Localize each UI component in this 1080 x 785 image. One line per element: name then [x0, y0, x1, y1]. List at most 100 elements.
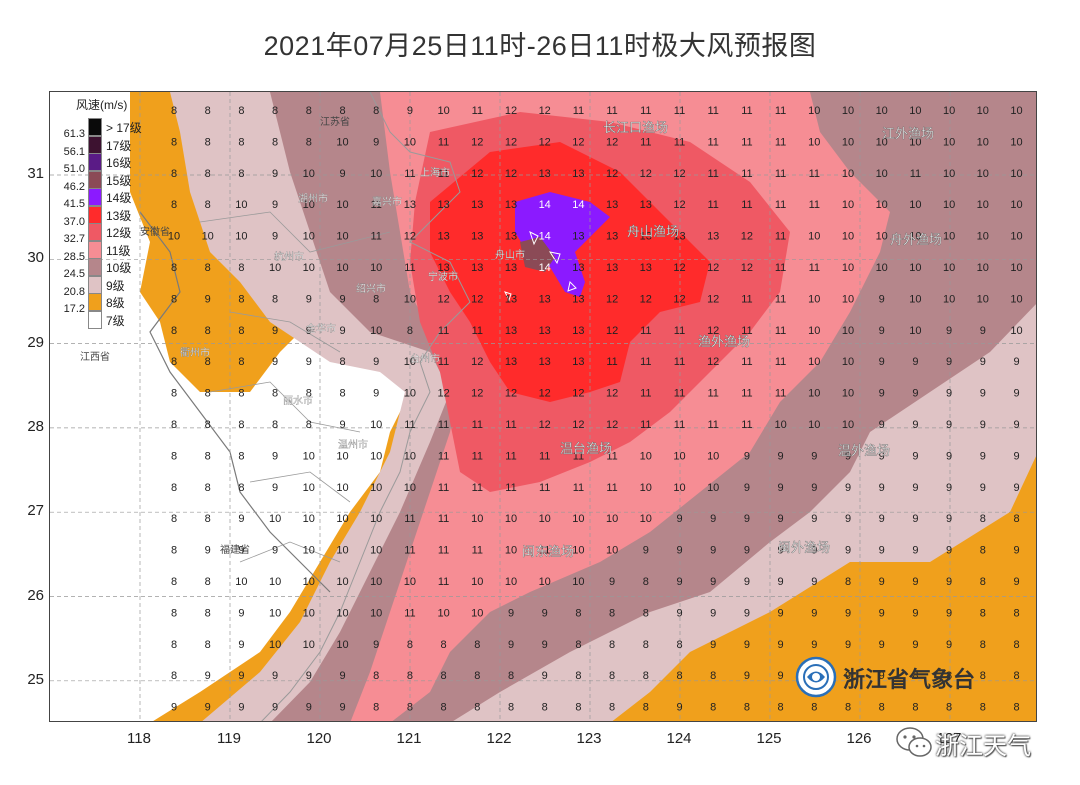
wind-value: 11 [438, 482, 449, 494]
wind-value: 10 [303, 262, 315, 274]
lon-tick-label: 119 [217, 730, 241, 747]
wind-value: 8 [1013, 702, 1019, 714]
lon-tick-label: 124 [666, 730, 692, 747]
wind-value: 13 [505, 231, 517, 243]
wind-value: 11 [741, 199, 752, 211]
wind-value: 8 [171, 262, 177, 274]
wind-value: 13 [505, 356, 517, 368]
cma-emblem-icon [795, 656, 837, 698]
wind-value: 10 [842, 325, 854, 337]
wind-value: 8 [980, 670, 986, 682]
wind-value: 9 [339, 670, 345, 682]
wind-value: 8 [778, 702, 784, 714]
fishing-ground-label: 温台渔场 [560, 441, 612, 456]
wind-value: 10 [909, 199, 921, 211]
wind-value: 10 [842, 293, 854, 305]
wind-value: 10 [370, 513, 382, 525]
wind-value: 10 [202, 231, 214, 243]
wind-value: 9 [238, 513, 244, 525]
wind-value: 9 [1013, 576, 1019, 588]
wind-value: 10 [909, 231, 921, 243]
gridlines [50, 92, 1036, 721]
wind-value: 9 [407, 105, 413, 117]
wind-value: 9 [542, 670, 548, 682]
wind-value: 8 [441, 639, 447, 651]
wind-value: 8 [1013, 513, 1019, 525]
wind-value: 8 [508, 702, 514, 714]
wind-value: 8 [980, 513, 986, 525]
wind-value: 8 [643, 576, 649, 588]
wind-value: 10 [640, 482, 652, 494]
legend-speed-value: 51.0 [63, 163, 85, 175]
wind-value: 10 [909, 105, 921, 117]
city-label: 湖州市 [298, 192, 328, 205]
wind-value: 9 [778, 482, 784, 494]
wind-value: 11 [573, 105, 584, 117]
wind-value: 8 [339, 105, 345, 117]
wind-value: 8 [272, 105, 278, 117]
wind-value: 10 [336, 639, 348, 651]
zone-15-level [520, 237, 555, 272]
wind-value: 8 [238, 356, 244, 368]
fishing-ground-label: 长江口渔场 [603, 120, 668, 135]
wind-value: 10 [336, 450, 348, 462]
wind-value: 8 [980, 639, 986, 651]
wind-value: 11 [472, 325, 483, 337]
wind-value: 9 [272, 168, 278, 180]
wind-value: 10 [370, 450, 382, 462]
wind-value: 10 [842, 231, 854, 243]
wind-value: 10 [943, 168, 955, 180]
wind-value: 9 [879, 576, 885, 588]
wind-value: 10 [471, 513, 483, 525]
wind-value: 13 [572, 262, 584, 274]
wind-value: 10 [842, 419, 854, 431]
wind-value: 9 [1013, 419, 1019, 431]
wind-value: 13 [471, 262, 483, 274]
wind-value: 10 [909, 325, 921, 337]
wind-value: 8 [171, 419, 177, 431]
logo: 浙江省气象台 [795, 656, 995, 698]
lon-tick-label: 127 [936, 730, 962, 747]
wind-value: 10 [505, 513, 517, 525]
wind-value: 9 [879, 513, 885, 525]
wind-value: 10 [1010, 136, 1022, 148]
wind-value: 10 [269, 607, 281, 619]
wind-value: 8 [238, 136, 244, 148]
lon-tick-label: 123 [576, 730, 602, 747]
wind-value: 9 [238, 702, 244, 714]
wind-value: 9 [339, 702, 345, 714]
wind-value: 13 [572, 231, 584, 243]
wind-value: 13 [505, 293, 517, 305]
fishing-ground-label: 闽东渔场 [522, 544, 574, 559]
wind-value: 11 [539, 450, 550, 462]
wind-value: 8 [171, 513, 177, 525]
wind-value: 11 [606, 482, 617, 494]
wind-value: 9 [946, 450, 952, 462]
wind-value: 9 [879, 607, 885, 619]
wind-value: 11 [674, 105, 685, 117]
wind-value: 13 [640, 231, 652, 243]
wind-value: 11 [741, 293, 752, 305]
legend-swatch [88, 293, 102, 311]
wind-value: 12 [572, 136, 584, 148]
wind-value: 11 [775, 168, 786, 180]
wind-value: 11 [404, 513, 415, 525]
wind-value: 11 [404, 545, 415, 557]
wind-value: 13 [640, 199, 652, 211]
wind-value: 8 [676, 639, 682, 651]
legend-speed-value: 37.0 [63, 215, 85, 228]
city-border [199, 211, 391, 563]
wind-value: 10 [303, 482, 315, 494]
wind-value: 10 [235, 576, 247, 588]
wind-map-canvas: 8 8 8 8 8 8 8 9 10 11 12 12 11 11 11 11 11 11 11 10 10 10 10 10… [50, 92, 1036, 721]
wind-value: 13 [437, 231, 449, 243]
province-label: 江西省 [80, 350, 110, 363]
wind-value: 8 [238, 419, 244, 431]
wind-value: 8 [171, 670, 177, 682]
wind-value: 11 [741, 388, 752, 400]
wind-value: 10 [673, 450, 685, 462]
wind-value: 10 [909, 262, 921, 274]
wind-value: 12 [471, 356, 483, 368]
wind-value: 11 [707, 388, 718, 400]
wind-value: 8 [171, 482, 177, 494]
